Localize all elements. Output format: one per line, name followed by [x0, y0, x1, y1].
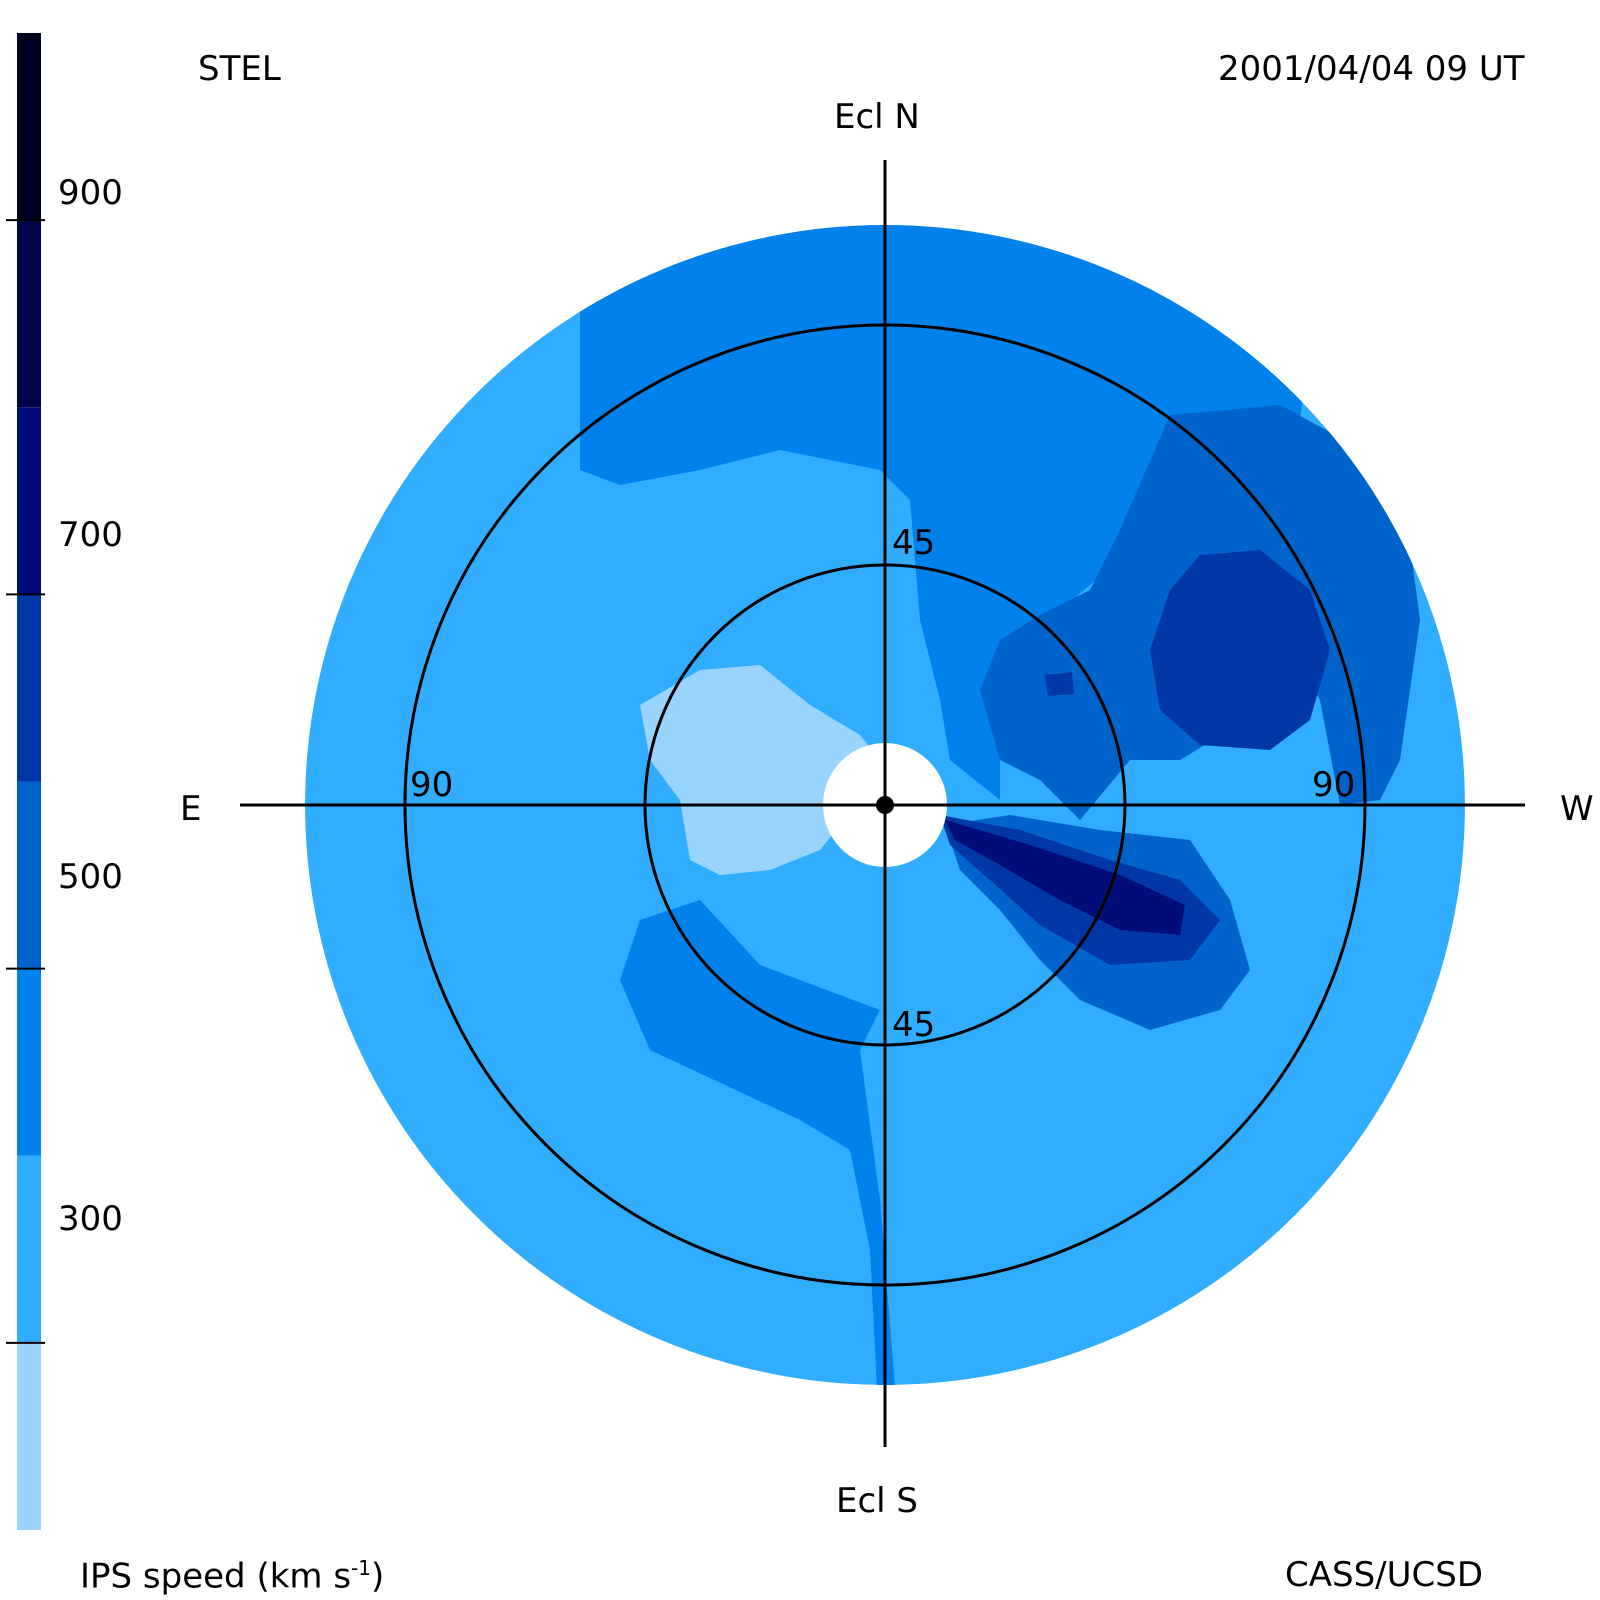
ring-label-90-right: 90	[1312, 765, 1356, 805]
credit-label: CASS/UCSD	[1285, 1555, 1484, 1595]
colorbar-title: IPS speed (km s-1)	[80, 1558, 384, 1593]
colorbar-level-900-1000	[17, 33, 41, 221]
ring-label-90-left: 90	[410, 765, 454, 805]
direction-south-label: Ecl S	[836, 1481, 919, 1521]
speed-region-slow	[640, 665, 880, 875]
timestamp-label: 2001/04/04 09 UT	[1218, 49, 1525, 89]
colorbar-level-500-600	[17, 781, 41, 969]
ring-label-45-bottom: 45	[892, 1005, 936, 1045]
direction-north-label: Ecl N	[834, 97, 920, 137]
colorbar-level-800-900	[17, 220, 41, 408]
sun-marker	[876, 796, 894, 814]
colorbar-tick-300: 300	[58, 1199, 123, 1239]
colorbar-level-400-500	[17, 968, 41, 1156]
colorbar-title-exponent: -1	[351, 1556, 371, 1580]
colorbar-level-200-300	[17, 1342, 41, 1530]
colorbar-level-300-400	[17, 1155, 41, 1343]
speed-region-small-patch	[1045, 672, 1074, 696]
colorbar-title-text: IPS speed (km s	[80, 1556, 352, 1597]
colorbar-title-close: )	[371, 1556, 385, 1597]
direction-east-label: E	[180, 789, 202, 829]
direction-west-label: W	[1560, 789, 1594, 829]
colorbar-level-600-700	[17, 594, 41, 782]
speed-region-north-lobe	[580, 225, 1330, 800]
speed-region-stream-core	[945, 820, 1185, 935]
ring-label-45-top: 45	[892, 523, 936, 563]
colorbar-tick-700: 700	[58, 515, 123, 555]
colorbar	[6, 33, 45, 1530]
speed-region-east-core	[1150, 550, 1330, 750]
colorbar-tick-900: 900	[58, 173, 123, 213]
observatory-label: STEL	[198, 49, 281, 89]
colorbar-level-700-800	[17, 407, 41, 595]
colorbar-tick-500: 500	[58, 857, 123, 897]
